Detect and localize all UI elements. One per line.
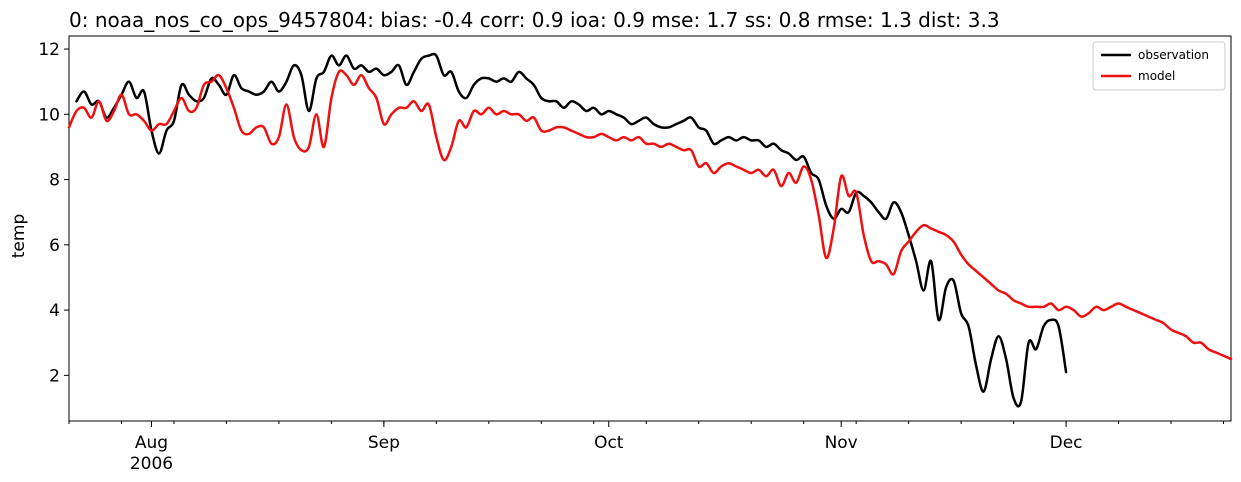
y-tick-label: 2 xyxy=(49,366,60,386)
series-layer xyxy=(67,52,1233,408)
y-tick-label: 12 xyxy=(38,40,60,60)
legend-label-observation: observation xyxy=(1138,48,1209,62)
x-tick-label: Dec xyxy=(1050,433,1083,453)
series-line-model xyxy=(67,69,1233,361)
x-tick-label: Nov xyxy=(825,433,858,453)
chart-title: 0: noaa_nos_co_ops_9457804: bias: -0.4 c… xyxy=(69,8,1000,32)
y-axis: 2 4 6 8 10 12 xyxy=(38,40,69,386)
x-tick-label: Aug xyxy=(135,433,168,453)
series-line-observation xyxy=(75,52,1068,408)
y-tick-label: 4 xyxy=(49,301,60,321)
x-tick-label: Oct xyxy=(594,433,624,453)
y-tick-label: 6 xyxy=(49,236,60,256)
x-tick-sublabel: 2006 xyxy=(130,454,173,474)
legend-label-model: model xyxy=(1138,69,1175,83)
y-tick-label: 8 xyxy=(49,171,60,191)
x-tick-label: Sep xyxy=(368,433,400,453)
y-axis-label: temp xyxy=(9,214,29,258)
y-tick-label: 10 xyxy=(38,105,60,125)
legend: observation model xyxy=(1092,41,1226,91)
plot-frame xyxy=(68,35,1232,422)
